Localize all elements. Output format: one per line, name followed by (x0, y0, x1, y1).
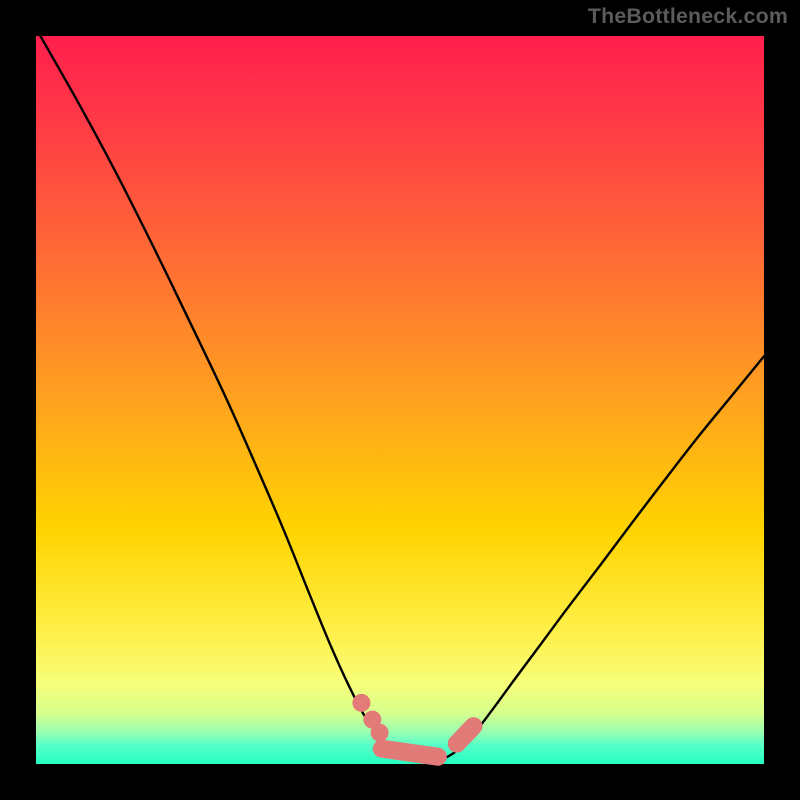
chart-stage: TheBottleneck.com (0, 0, 800, 800)
gradient-panel (36, 36, 764, 764)
watermark-text: TheBottleneck.com (588, 4, 788, 29)
marker-pill (457, 726, 474, 743)
marker-dot (352, 694, 370, 712)
marker-pill (382, 749, 438, 757)
marker-dot (371, 724, 389, 742)
bottleneck-chart (0, 0, 800, 800)
